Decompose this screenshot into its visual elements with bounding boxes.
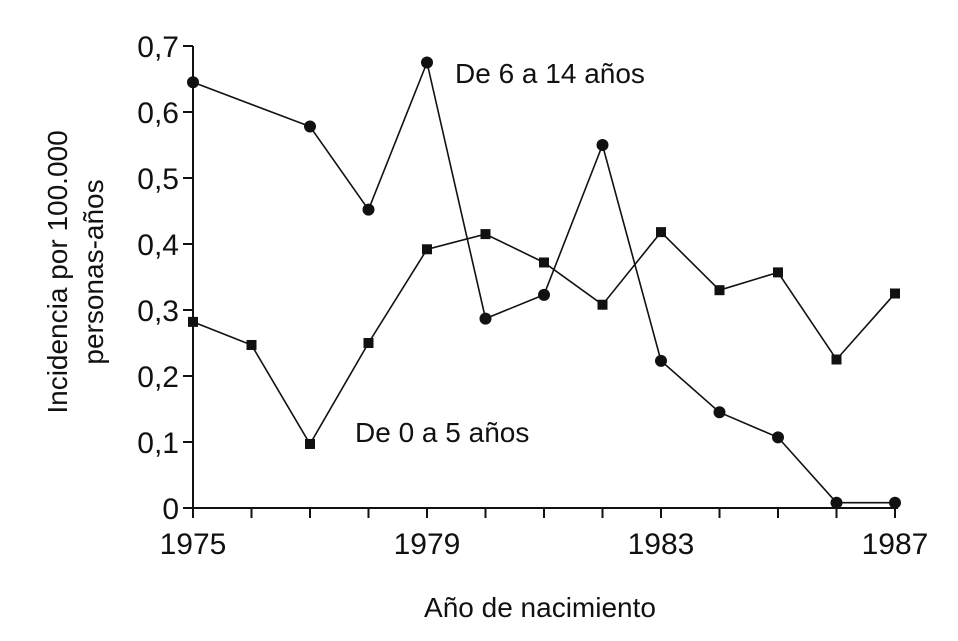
x-axis-ticks: 1975 1979 1983 1987 [160,508,929,561]
series-1 [188,227,900,449]
data-point [246,339,257,350]
y-tick-label: 0,5 [137,163,179,196]
y-tick-label: 0,6 [137,97,179,130]
data-point [187,76,199,89]
series-line [192,59,895,504]
y-tick-label: 0,3 [137,295,179,328]
data-point [772,431,784,444]
data-point [363,338,374,348]
y-tick-label: 0,7 [137,31,179,64]
data-point [188,316,198,327]
x-tick-label: 1979 [394,528,461,561]
data-point [831,354,842,365]
y-axis-title-line-2: personas-años [78,179,109,364]
series-layer [187,56,901,509]
y-tick-label: 0,1 [137,427,179,460]
data-point [539,257,549,268]
data-point [538,288,550,301]
y-tick-label: 0,2 [137,361,179,394]
data-point [597,299,608,310]
data-point [713,406,726,419]
axes [192,46,898,509]
y-axis-ticks: 0 0,1 0,2 0,3 0,4 0,5 0,6 0,7 [137,31,193,526]
data-point [596,139,609,151]
x-tick-label: 1987 [862,528,929,561]
data-point [362,203,375,216]
data-point [304,120,316,133]
x-tick-label: 1983 [628,528,695,561]
x-axis-title: Año de nacimiento [424,592,656,623]
data-point [480,229,491,240]
data-point [305,438,315,449]
x-tick-label: 1975 [160,528,227,561]
series-annotation-0-5: De 0 a 5 años [355,417,529,448]
data-point [889,496,901,509]
data-point [773,267,783,278]
y-axis-title-line-1: Incidencia por 100.000 [42,130,73,413]
y-tick-label: 0 [162,493,179,526]
data-point [656,227,666,238]
data-point [479,312,492,325]
data-point [714,285,725,296]
series-annotation-6-14: De 6 a 14 años [455,58,645,89]
data-point [421,56,433,69]
series-0 [187,56,901,509]
data-point [655,354,667,367]
data-point [830,496,843,509]
data-point [422,244,432,255]
y-tick-label: 0,4 [137,229,179,262]
data-point [890,288,900,299]
